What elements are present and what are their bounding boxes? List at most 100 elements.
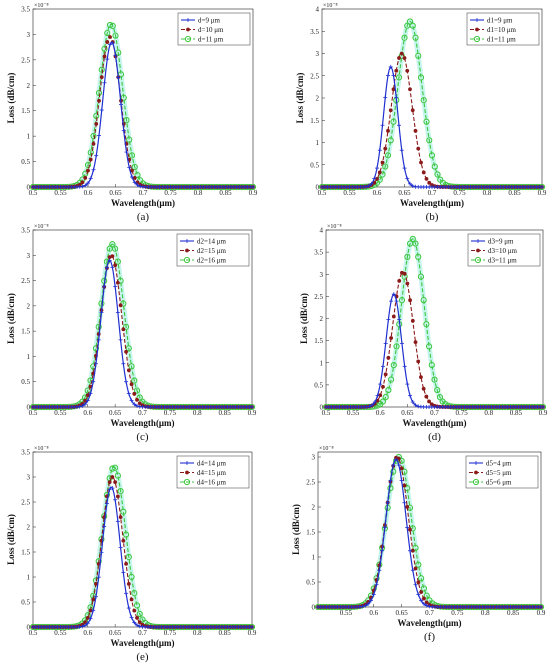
series-2-marker: [91, 141, 96, 146]
y-tick-label: 1.5: [21, 328, 30, 336]
series-2-marker: [389, 336, 393, 340]
y-exponent-label: ×10⁻⁸: [319, 446, 334, 452]
y-tick-label: 2: [316, 95, 320, 103]
series-3-marker: [92, 345, 100, 352]
series-3-marker: [114, 258, 121, 265]
series-2-marker: [421, 170, 426, 175]
series-2-marker: [383, 372, 388, 377]
y-tick-label: 3: [27, 252, 31, 260]
series-3-marker: [109, 241, 116, 248]
series-2-marker: [129, 597, 134, 602]
series-2-marker: [124, 561, 128, 566]
x-tick-label: 0.5: [29, 629, 38, 637]
series-2-marker: [121, 327, 126, 332]
x-tick-label: 0.75: [164, 189, 177, 197]
series-3-marker: [106, 21, 114, 29]
x-tick-label: 0.85: [219, 409, 232, 417]
series-3-marker: [409, 235, 416, 242]
y-tick-label: 1: [27, 574, 31, 582]
series-2-marker: [375, 177, 379, 181]
series-line-1: [33, 486, 252, 628]
y-tick-label: 2: [320, 315, 324, 323]
x-tick-label: 0.65: [109, 189, 122, 197]
series-3-marker: [134, 171, 141, 179]
y-tick-label: 2.5: [314, 293, 323, 301]
y-tick-label: 1: [316, 139, 320, 147]
y-tick-label: 2.5: [21, 499, 30, 507]
series-2-marker: [402, 56, 407, 60]
series-2-marker: [421, 386, 426, 391]
series-3-marker: [412, 240, 419, 247]
series-3-marker: [125, 553, 132, 561]
x-tick-label: 0.9: [248, 629, 257, 637]
legend-label: d4=15 μm: [197, 469, 226, 477]
x-tick-label: 0.55: [54, 189, 67, 197]
series-3-marker: [415, 253, 422, 260]
series-2-marker: [94, 581, 98, 586]
series-2-marker: [99, 75, 104, 80]
series-2-marker: [413, 340, 418, 345]
y-tick-label: 0.5: [21, 599, 30, 607]
series-3-marker: [125, 345, 132, 352]
series-2-marker: [118, 303, 123, 308]
series-3-marker: [109, 22, 116, 30]
series-2-marker: [97, 98, 101, 103]
x-tick-label: 0.8: [194, 189, 203, 197]
chart-panel-c: 0.5 0.55 0.6 0.65 0.7 0.75 0.8 0.85 0.900.511.52…: [6, 224, 257, 443]
series-3-marker: [401, 34, 408, 41]
series-3-marker: [117, 488, 124, 495]
legend-marker: [184, 35, 192, 43]
series-2-marker: [408, 298, 412, 303]
series-2-marker: [85, 393, 90, 398]
series-3-marker: [120, 94, 127, 101]
series-2-marker: [126, 581, 131, 586]
series-2-marker: [77, 182, 82, 187]
series-3-marker: [136, 394, 143, 401]
series-3-marker: [431, 376, 438, 383]
series-3-marker: [384, 152, 392, 159]
y-tick-label: 0.5: [21, 378, 30, 386]
legend-marker: [474, 256, 482, 264]
series-3-marker: [423, 592, 430, 599]
legend-marker: [473, 35, 481, 43]
series-line-3: [33, 243, 252, 408]
legend-label: d=9 μm: [198, 17, 220, 25]
legend-label: d1=9 μm: [487, 17, 513, 25]
series-2-marker: [137, 620, 142, 625]
series-2-marker: [377, 170, 382, 175]
x-tick-label: 0.6: [369, 609, 378, 617]
series-3-marker: [412, 544, 419, 551]
y-tick-label: 3: [320, 271, 324, 279]
series-2-marker: [416, 146, 421, 151]
legend-marker: [183, 478, 191, 486]
series-2-marker: [405, 68, 410, 73]
series-3-marker: [84, 161, 92, 169]
y-tick-label: 1: [27, 353, 31, 361]
series-2-marker: [121, 538, 126, 543]
legend-marker: [472, 478, 480, 486]
panel-caption: (c): [136, 431, 149, 443]
legend-label: d5=5 μm: [486, 469, 512, 477]
chart-panel-f: 0.55 0.6 0.65 0.7 0.75 0.8 0.85 0.9 0 0.5 1 1.5 2 2.5…: [291, 446, 546, 643]
x-axis-label: Wavelength(μm): [402, 418, 466, 428]
y-tick-label: 4: [320, 227, 324, 235]
x-tick-label: 0.6: [83, 409, 92, 417]
y-tick-label: 1.5: [310, 117, 319, 125]
series-2-marker: [126, 368, 131, 373]
series-3-marker: [406, 18, 414, 25]
series-2-marker: [135, 397, 139, 402]
y-tick-label: 3.5: [21, 227, 30, 235]
series-2-marker: [419, 590, 424, 595]
legend-label: d5=6 μm: [486, 479, 512, 487]
series-2-marker: [381, 384, 385, 389]
x-tick-label: 0.5: [29, 189, 38, 197]
series-2-marker: [408, 527, 412, 532]
series-3-marker: [434, 386, 441, 394]
x-tick-label: 0.9: [248, 409, 257, 417]
series-3-marker: [426, 137, 433, 144]
x-tick-label: 0.6: [83, 629, 92, 637]
series-2-marker: [405, 505, 410, 509]
x-tick-label: 0.75: [453, 189, 466, 197]
series-2-marker: [419, 160, 423, 165]
x-tick-label: 0.85: [510, 409, 523, 417]
